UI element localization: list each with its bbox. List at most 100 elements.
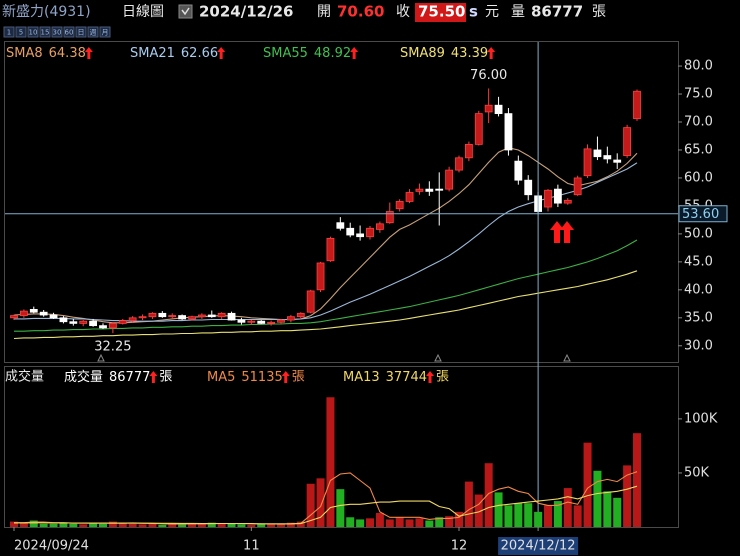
legend-value: 48.92 xyxy=(314,46,351,61)
marker xyxy=(434,353,442,362)
candle-body xyxy=(613,159,622,163)
candle-body xyxy=(583,148,592,177)
legend-name: SMA21 xyxy=(130,46,175,61)
candle-body xyxy=(118,320,127,324)
interval-button[interactable] xyxy=(27,26,39,38)
legend-unit: 張 xyxy=(292,370,305,385)
legend-value: 86777 xyxy=(109,370,150,385)
candle-body xyxy=(623,127,632,156)
open-label: 開 xyxy=(317,4,331,20)
candle-body xyxy=(366,227,374,238)
volume-bar xyxy=(138,524,147,527)
interval-label: 週 xyxy=(90,28,97,37)
volume-bar xyxy=(623,465,632,527)
up-arrow xyxy=(217,47,226,59)
interval-label: 月 xyxy=(102,29,109,37)
checkbox[interactable] xyxy=(178,4,193,19)
interval-button[interactable] xyxy=(87,26,99,38)
volume-bar xyxy=(544,505,552,527)
candle-body xyxy=(514,160,523,181)
interval-button[interactable] xyxy=(15,26,27,38)
legend-value: 64.38 xyxy=(49,46,86,61)
crosshair-y-box xyxy=(678,205,728,223)
marker xyxy=(97,353,105,362)
ma-line xyxy=(13,270,638,340)
interval-button[interactable] xyxy=(51,26,63,38)
candle-body xyxy=(237,319,246,323)
candle-body xyxy=(69,321,78,324)
volume-bar xyxy=(514,503,523,527)
candle-body xyxy=(138,316,147,319)
volume-bar xyxy=(10,521,18,527)
volume-bar xyxy=(148,523,157,527)
volume-bar xyxy=(108,521,117,527)
checkbox-mark xyxy=(181,7,190,16)
y-tick-label: 30.0 xyxy=(684,338,713,353)
candle-body xyxy=(593,149,602,158)
candle-body xyxy=(286,316,295,321)
legend-unit: 張 xyxy=(436,370,449,385)
candle-body xyxy=(306,290,315,313)
legend-unit: 張 xyxy=(159,370,172,385)
candle-body xyxy=(494,104,503,115)
volume-bar xyxy=(79,524,88,527)
legend-entry: MA5 51135 xyxy=(207,370,283,385)
interval-label: 30 xyxy=(53,29,62,37)
legend-entry: SMA89 43.39 xyxy=(400,46,488,61)
max-label: 76.00 xyxy=(470,68,507,83)
volume-bar xyxy=(316,478,325,527)
ma-line xyxy=(13,147,638,324)
volume-bar xyxy=(455,511,463,527)
close-highlight xyxy=(415,3,466,22)
volume-bar xyxy=(613,497,622,527)
up-arrow xyxy=(350,47,359,59)
volume-bar xyxy=(464,481,473,527)
candle-body xyxy=(29,309,38,313)
y-tick-label: 100K xyxy=(684,411,718,426)
legend-entry: SMA55 48.92 xyxy=(263,46,351,61)
interval-button[interactable] xyxy=(99,26,111,38)
volume-bar xyxy=(563,488,572,527)
volume-bar xyxy=(39,523,48,527)
legend-entry: SMA21 62.66 xyxy=(130,46,218,61)
volume-bar xyxy=(385,519,394,527)
volume-bar xyxy=(168,524,177,527)
candle-body xyxy=(603,155,612,160)
ma-line xyxy=(14,485,638,525)
candle-body xyxy=(435,188,444,191)
interval-button[interactable] xyxy=(75,26,87,38)
volume-unit: 張 xyxy=(592,4,606,20)
volume-bar xyxy=(346,517,355,527)
volume-bar xyxy=(207,522,216,527)
candle-body xyxy=(316,262,325,291)
interval-label: 15 xyxy=(41,29,50,37)
y-tick-label: 60.0 xyxy=(684,170,713,185)
crosshair-y-label: 53.60 xyxy=(682,207,719,222)
ma-line xyxy=(14,239,638,332)
volume-value: 86777 xyxy=(531,3,583,21)
volume-bar xyxy=(247,524,256,527)
volume-bar xyxy=(356,519,365,527)
volume-bar xyxy=(277,524,285,527)
interval-button[interactable] xyxy=(63,26,75,38)
interval-button[interactable] xyxy=(39,26,51,38)
legend-value: 62.66 xyxy=(181,46,218,61)
legend-name: SMA89 xyxy=(400,46,445,61)
volume-bar xyxy=(188,524,196,527)
volume-bar xyxy=(89,522,98,527)
candle-body xyxy=(227,312,236,321)
min-label: 32.25 xyxy=(94,340,131,355)
volume-bar xyxy=(504,505,513,527)
volume-bar xyxy=(633,433,641,527)
up-arrow xyxy=(84,47,93,59)
volume-bar xyxy=(375,512,384,527)
candle-body xyxy=(336,222,345,229)
interval-label: 日 xyxy=(78,29,85,37)
date: 2024/12/26 xyxy=(199,3,293,21)
interval-button[interactable] xyxy=(3,26,15,38)
interval-label: 5 xyxy=(19,29,23,37)
candle-body xyxy=(385,211,394,224)
candle-body xyxy=(217,312,226,318)
y-tick-label: 50.0 xyxy=(684,226,713,241)
